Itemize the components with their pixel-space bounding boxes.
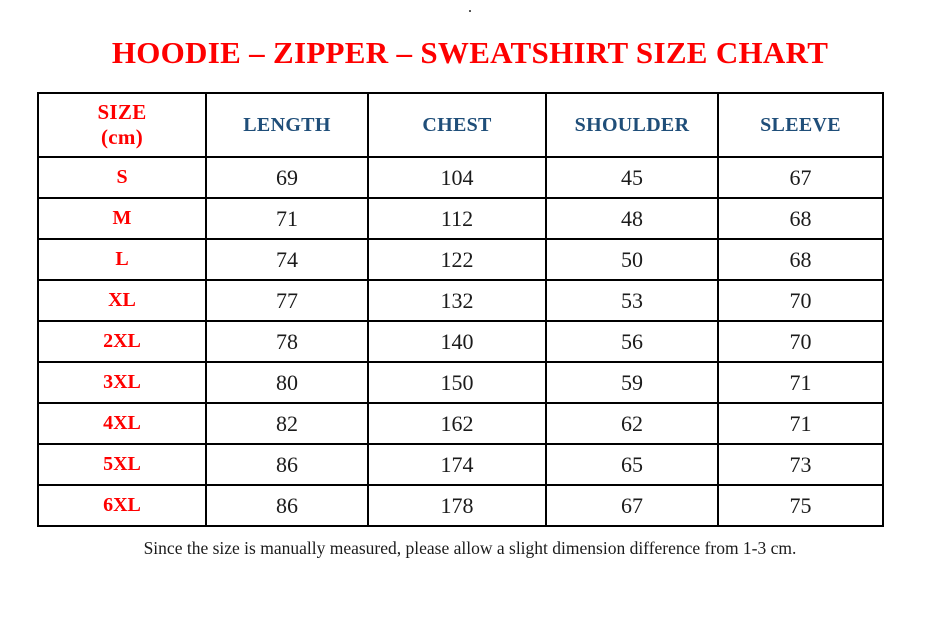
size-cm-header: SIZE (cm) [37, 92, 207, 158]
size-header-line2: (cm) [100, 125, 143, 149]
length-cell: 80 [205, 361, 369, 404]
length-cell: 71 [205, 197, 369, 240]
sleeve-header: SLEEVE [717, 92, 884, 158]
table-row: S 69 104 45 67 [37, 156, 884, 199]
sleeve-cell: 67 [717, 156, 884, 199]
size-cell: 2XL [37, 320, 207, 363]
table-row: 2XL 78 140 56 70 [37, 320, 884, 363]
shoulder-cell: 56 [545, 320, 719, 363]
table-row: 5XL 86 174 65 73 [37, 443, 884, 486]
chest-cell: 122 [367, 238, 547, 281]
chest-cell: 132 [367, 279, 547, 322]
length-cell: 86 [205, 443, 369, 486]
shoulder-cell: 48 [545, 197, 719, 240]
sleeve-cell: 68 [717, 197, 884, 240]
sleeve-cell: 75 [717, 484, 884, 527]
page-title: HOODIE – ZIPPER – SWEATSHIRT SIZE CHART [111, 35, 829, 70]
length-cell: 82 [205, 402, 369, 445]
shoulder-cell: 67 [545, 484, 719, 527]
table-row: XL 77 132 53 70 [37, 279, 884, 322]
chest-cell: 140 [367, 320, 547, 363]
sleeve-cell: 70 [717, 279, 884, 322]
chest-cell: 174 [367, 443, 547, 486]
length-cell: 74 [205, 238, 369, 281]
sleeve-cell: 71 [717, 361, 884, 404]
chest-cell: 104 [367, 156, 547, 199]
length-header: LENGTH [205, 92, 369, 158]
shoulder-cell: 45 [545, 156, 719, 199]
size-cell: 6XL [37, 484, 207, 527]
sleeve-cell: 71 [717, 402, 884, 445]
chest-cell: 112 [367, 197, 547, 240]
shoulder-cell: 65 [545, 443, 719, 486]
size-cell: 4XL [37, 402, 207, 445]
shoulder-cell: 50 [545, 238, 719, 281]
table-row: 3XL 80 150 59 71 [37, 361, 884, 404]
size-header-line1: SIZE [97, 99, 147, 124]
size-cell: S [37, 156, 207, 199]
chest-cell: 178 [367, 484, 547, 527]
size-chart-table: SIZE (cm) LENGTH CHEST SHOULDER SLEEVE S… [37, 92, 884, 527]
shoulder-cell: 59 [545, 361, 719, 404]
sleeve-cell: 68 [717, 238, 884, 281]
length-cell: 86 [205, 484, 369, 527]
shoulder-cell: 62 [545, 402, 719, 445]
length-cell: 77 [205, 279, 369, 322]
chest-cell: 162 [367, 402, 547, 445]
length-cell: 69 [205, 156, 369, 199]
size-cell: L [37, 238, 207, 281]
table-row: M 71 112 48 68 [37, 197, 884, 240]
measurement-disclaimer: Since the size is manually measured, ple… [143, 538, 797, 558]
chest-cell: 150 [367, 361, 547, 404]
chest-header: CHEST [367, 92, 547, 158]
sleeve-cell: 73 [717, 443, 884, 486]
shoulder-cell: 53 [545, 279, 719, 322]
table-header-row: SIZE (cm) LENGTH CHEST SHOULDER SLEEVE [37, 92, 884, 158]
table-row: 6XL 86 178 67 75 [37, 484, 884, 527]
shoulder-header: SHOULDER [545, 92, 719, 158]
length-cell: 78 [205, 320, 369, 363]
sleeve-cell: 70 [717, 320, 884, 363]
stray-dot: . [468, 0, 472, 15]
size-cell: 5XL [37, 443, 207, 486]
table-row: L 74 122 50 68 [37, 238, 884, 281]
size-cell: 3XL [37, 361, 207, 404]
size-cell: M [37, 197, 207, 240]
size-cell: XL [37, 279, 207, 322]
table-row: 4XL 82 162 62 71 [37, 402, 884, 445]
